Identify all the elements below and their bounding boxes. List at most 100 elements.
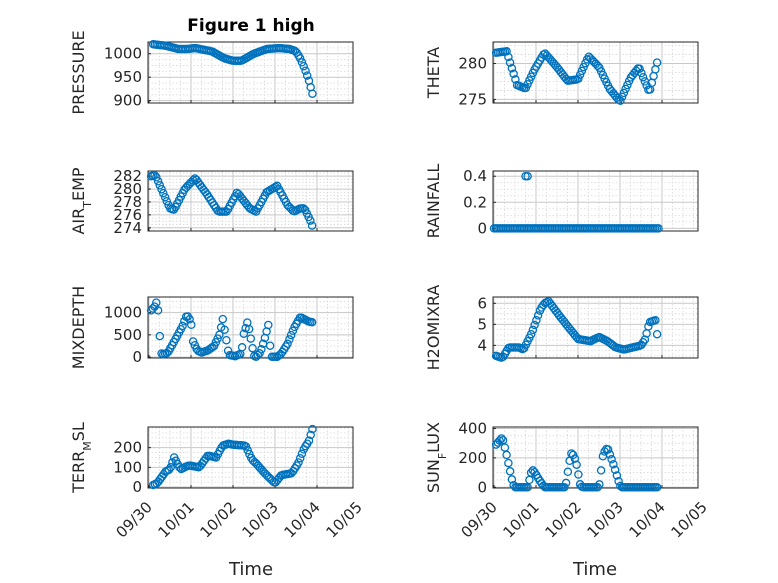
data-point bbox=[297, 449, 307, 459]
data-point bbox=[502, 450, 511, 460]
y-tick-label: 0.2 bbox=[463, 193, 487, 211]
y-tick-label: 280 bbox=[113, 180, 142, 198]
data-point bbox=[621, 84, 630, 94]
subplot-h2omixra: 4 5 6 H2OMIXRA bbox=[424, 285, 699, 370]
data-point bbox=[596, 466, 606, 475]
data-point bbox=[502, 47, 511, 56]
axes-border bbox=[147, 41, 354, 104]
data-point bbox=[286, 330, 296, 340]
data-point bbox=[246, 334, 256, 343]
data-point bbox=[187, 320, 196, 330]
x-tick-label: 09/30 bbox=[458, 498, 501, 541]
x-tick-label: 10/05 bbox=[668, 498, 711, 541]
data-point bbox=[248, 343, 257, 353]
y-tick-label: 1000 bbox=[104, 304, 142, 322]
x-tick-label: 10/05 bbox=[323, 498, 366, 541]
data-point bbox=[301, 66, 310, 75]
data-point bbox=[155, 181, 165, 190]
y-tick-label: 500 bbox=[113, 326, 142, 344]
data-point bbox=[307, 317, 317, 327]
x-tick-label: 10/02 bbox=[542, 498, 585, 541]
data-point bbox=[504, 458, 513, 468]
data-point bbox=[157, 184, 166, 194]
data-point bbox=[619, 88, 629, 98]
data-point bbox=[570, 454, 580, 463]
data-point bbox=[504, 52, 513, 62]
data-point bbox=[638, 72, 648, 82]
data-point bbox=[637, 68, 646, 78]
x-tick-label: 10/03 bbox=[239, 498, 282, 541]
y-tick-label: 274 bbox=[113, 219, 142, 237]
axes-border bbox=[492, 41, 699, 104]
data-point bbox=[265, 341, 275, 350]
data-point bbox=[652, 58, 662, 67]
x-tick-label: 09/30 bbox=[113, 498, 156, 541]
data-point bbox=[153, 177, 163, 186]
data-point bbox=[528, 325, 538, 335]
data-point bbox=[188, 176, 198, 185]
data-point bbox=[295, 453, 305, 463]
data-point bbox=[526, 468, 536, 477]
data-point bbox=[617, 92, 627, 102]
subplot-theta: 275 280 THETA bbox=[424, 41, 699, 108]
data-point bbox=[166, 463, 175, 472]
y-tick-label: 4 bbox=[477, 336, 487, 354]
data-point bbox=[218, 314, 228, 324]
y-tick-label: 276 bbox=[113, 206, 142, 224]
data-point bbox=[651, 316, 660, 325]
data-point bbox=[652, 329, 662, 339]
data-point bbox=[505, 58, 515, 67]
data-point bbox=[607, 455, 616, 464]
data-point bbox=[308, 89, 317, 98]
y-tick-label: 0 bbox=[477, 478, 487, 496]
y-tick-label: 200 bbox=[113, 439, 142, 457]
xlabel-left: Time bbox=[228, 559, 273, 580]
subplot-mixdepth: 0 500 1000 MIXDEPTH bbox=[69, 286, 354, 369]
data-point bbox=[302, 71, 312, 80]
y-axis-label: AIRTEMP bbox=[69, 167, 94, 234]
data-point bbox=[178, 321, 187, 331]
data-point bbox=[288, 326, 298, 336]
data-point bbox=[244, 324, 254, 334]
y-tick-label: 280 bbox=[458, 55, 487, 73]
data-point bbox=[530, 320, 539, 330]
data-point bbox=[563, 467, 573, 477]
data-point bbox=[579, 62, 588, 72]
axes-border bbox=[147, 170, 354, 232]
y-axis-label: MIXDEPTH bbox=[69, 286, 88, 369]
subplot-pressure: 900 950 1000 PRESSURE bbox=[69, 30, 354, 115]
data-point bbox=[623, 80, 632, 90]
data-point bbox=[495, 436, 504, 445]
data-point bbox=[614, 476, 623, 486]
data-point bbox=[150, 170, 159, 180]
data-point bbox=[610, 465, 620, 475]
data-point bbox=[299, 61, 308, 71]
data-point bbox=[652, 483, 662, 492]
data-point bbox=[306, 430, 315, 440]
data-point bbox=[295, 54, 305, 63]
data-point bbox=[159, 188, 168, 198]
y-axis-label: RAINFALL bbox=[424, 164, 443, 239]
y-tick-label: 900 bbox=[113, 92, 142, 110]
data-point bbox=[306, 216, 315, 225]
data-point bbox=[222, 335, 231, 345]
figure-title: Figure 1 high bbox=[187, 16, 315, 36]
x-tick-label: 10/04 bbox=[281, 498, 324, 541]
data-point bbox=[640, 335, 650, 344]
data-point bbox=[572, 460, 581, 469]
x-tick-label: 10/01 bbox=[155, 498, 198, 541]
data-point bbox=[507, 63, 517, 73]
data-point bbox=[532, 315, 541, 325]
data-point bbox=[654, 224, 663, 233]
x-tick-label: 10/01 bbox=[500, 498, 543, 541]
data-point bbox=[307, 221, 317, 230]
y-axis-label: PRESSURE bbox=[69, 30, 88, 114]
data-point bbox=[308, 424, 317, 434]
y-axis-label: SUNFLUX bbox=[424, 422, 449, 493]
data-point bbox=[523, 171, 532, 181]
x-tick-label: 10/02 bbox=[197, 498, 240, 541]
